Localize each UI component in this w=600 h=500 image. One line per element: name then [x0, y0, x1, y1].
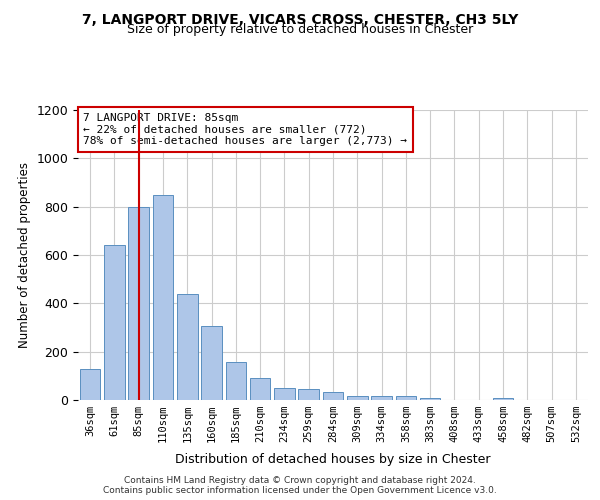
Bar [298, 389, 319, 400]
Text: Size of property relative to detached houses in Chester: Size of property relative to detached ho… [127, 22, 473, 36]
X-axis label: Distribution of detached houses by size in Chester: Distribution of detached houses by size … [175, 454, 491, 466]
Bar [323, 392, 343, 400]
Bar [128, 206, 149, 400]
Bar [152, 194, 173, 400]
Bar [371, 396, 392, 400]
Text: 7 LANGPORT DRIVE: 85sqm
← 22% of detached houses are smaller (772)
78% of semi-d: 7 LANGPORT DRIVE: 85sqm ← 22% of detache… [83, 113, 407, 146]
Y-axis label: Number of detached properties: Number of detached properties [18, 162, 31, 348]
Bar [395, 396, 416, 400]
Bar [493, 398, 514, 400]
Bar [250, 378, 271, 400]
Bar [80, 368, 100, 400]
Bar [420, 398, 440, 400]
Bar [104, 246, 125, 400]
Bar [177, 294, 197, 400]
Text: Contains HM Land Registry data © Crown copyright and database right 2024.
Contai: Contains HM Land Registry data © Crown c… [103, 476, 497, 495]
Bar [274, 388, 295, 400]
Bar [226, 362, 246, 400]
Text: 7, LANGPORT DRIVE, VICARS CROSS, CHESTER, CH3 5LY: 7, LANGPORT DRIVE, VICARS CROSS, CHESTER… [82, 12, 518, 26]
Bar [201, 326, 222, 400]
Bar [347, 396, 368, 400]
